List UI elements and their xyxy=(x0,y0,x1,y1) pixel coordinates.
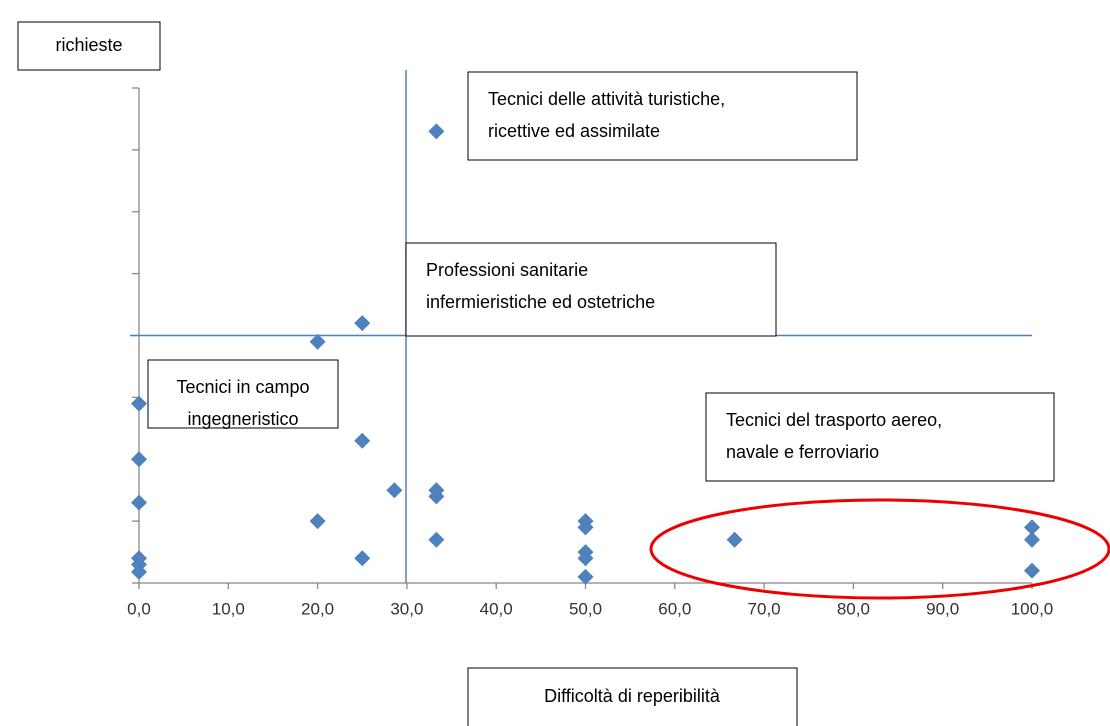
point xyxy=(428,488,445,505)
annotation-text: Tecnici in campo xyxy=(176,377,309,397)
annotation-box xyxy=(405,242,777,337)
annotation-text: infermieristiche ed ostetriche xyxy=(426,292,655,312)
annotation-box xyxy=(467,71,858,161)
x-tick-label: 20,0 xyxy=(301,599,334,618)
x-tick-label: 50,0 xyxy=(569,599,602,618)
point xyxy=(428,531,445,548)
point xyxy=(354,550,371,567)
point xyxy=(428,123,445,140)
x-axis-label: Difficoltà di reperibilità xyxy=(544,686,721,706)
annotation-text: Professioni sanitarie xyxy=(426,260,588,280)
point xyxy=(386,482,403,499)
point xyxy=(131,494,147,511)
x-tick-label: 80,0 xyxy=(837,599,870,618)
point xyxy=(131,451,147,468)
point xyxy=(309,513,326,530)
x-tick-label: 40,0 xyxy=(480,599,513,618)
annotation-text: ingegneristico xyxy=(187,409,298,429)
x-tick-label: 90,0 xyxy=(926,599,959,618)
point xyxy=(354,432,371,449)
x-tick-label: 60,0 xyxy=(658,599,691,618)
y-label-box xyxy=(17,21,161,71)
point xyxy=(131,395,147,412)
point xyxy=(309,333,326,350)
annotation-box xyxy=(147,359,339,429)
point xyxy=(726,531,743,548)
x-tick-label: 0,0 xyxy=(127,599,151,618)
x-tick-label: 30,0 xyxy=(390,599,423,618)
point xyxy=(577,568,594,585)
point xyxy=(131,563,147,580)
annotation-text: navale e ferroviario xyxy=(726,442,879,462)
annotation-text: Tecnici delle attività turistiche, xyxy=(488,89,725,109)
annotation-text: Tecnici del trasporto aereo, xyxy=(726,410,942,430)
x-tick-label: 10,0 xyxy=(212,599,245,618)
annotation-box xyxy=(705,392,1055,482)
point xyxy=(354,315,371,332)
annotation-text: ricettive ed assimilate xyxy=(488,121,660,141)
point xyxy=(1024,562,1040,579)
point xyxy=(577,550,594,567)
highlight-ellipse xyxy=(649,498,1110,600)
y-axis-label: richieste xyxy=(55,35,122,55)
point xyxy=(1024,531,1040,548)
x-tick-label: 100,0 xyxy=(1011,599,1054,618)
point xyxy=(577,519,594,536)
x-label-box xyxy=(467,667,798,726)
x-tick-label: 70,0 xyxy=(748,599,781,618)
point xyxy=(1024,519,1040,536)
